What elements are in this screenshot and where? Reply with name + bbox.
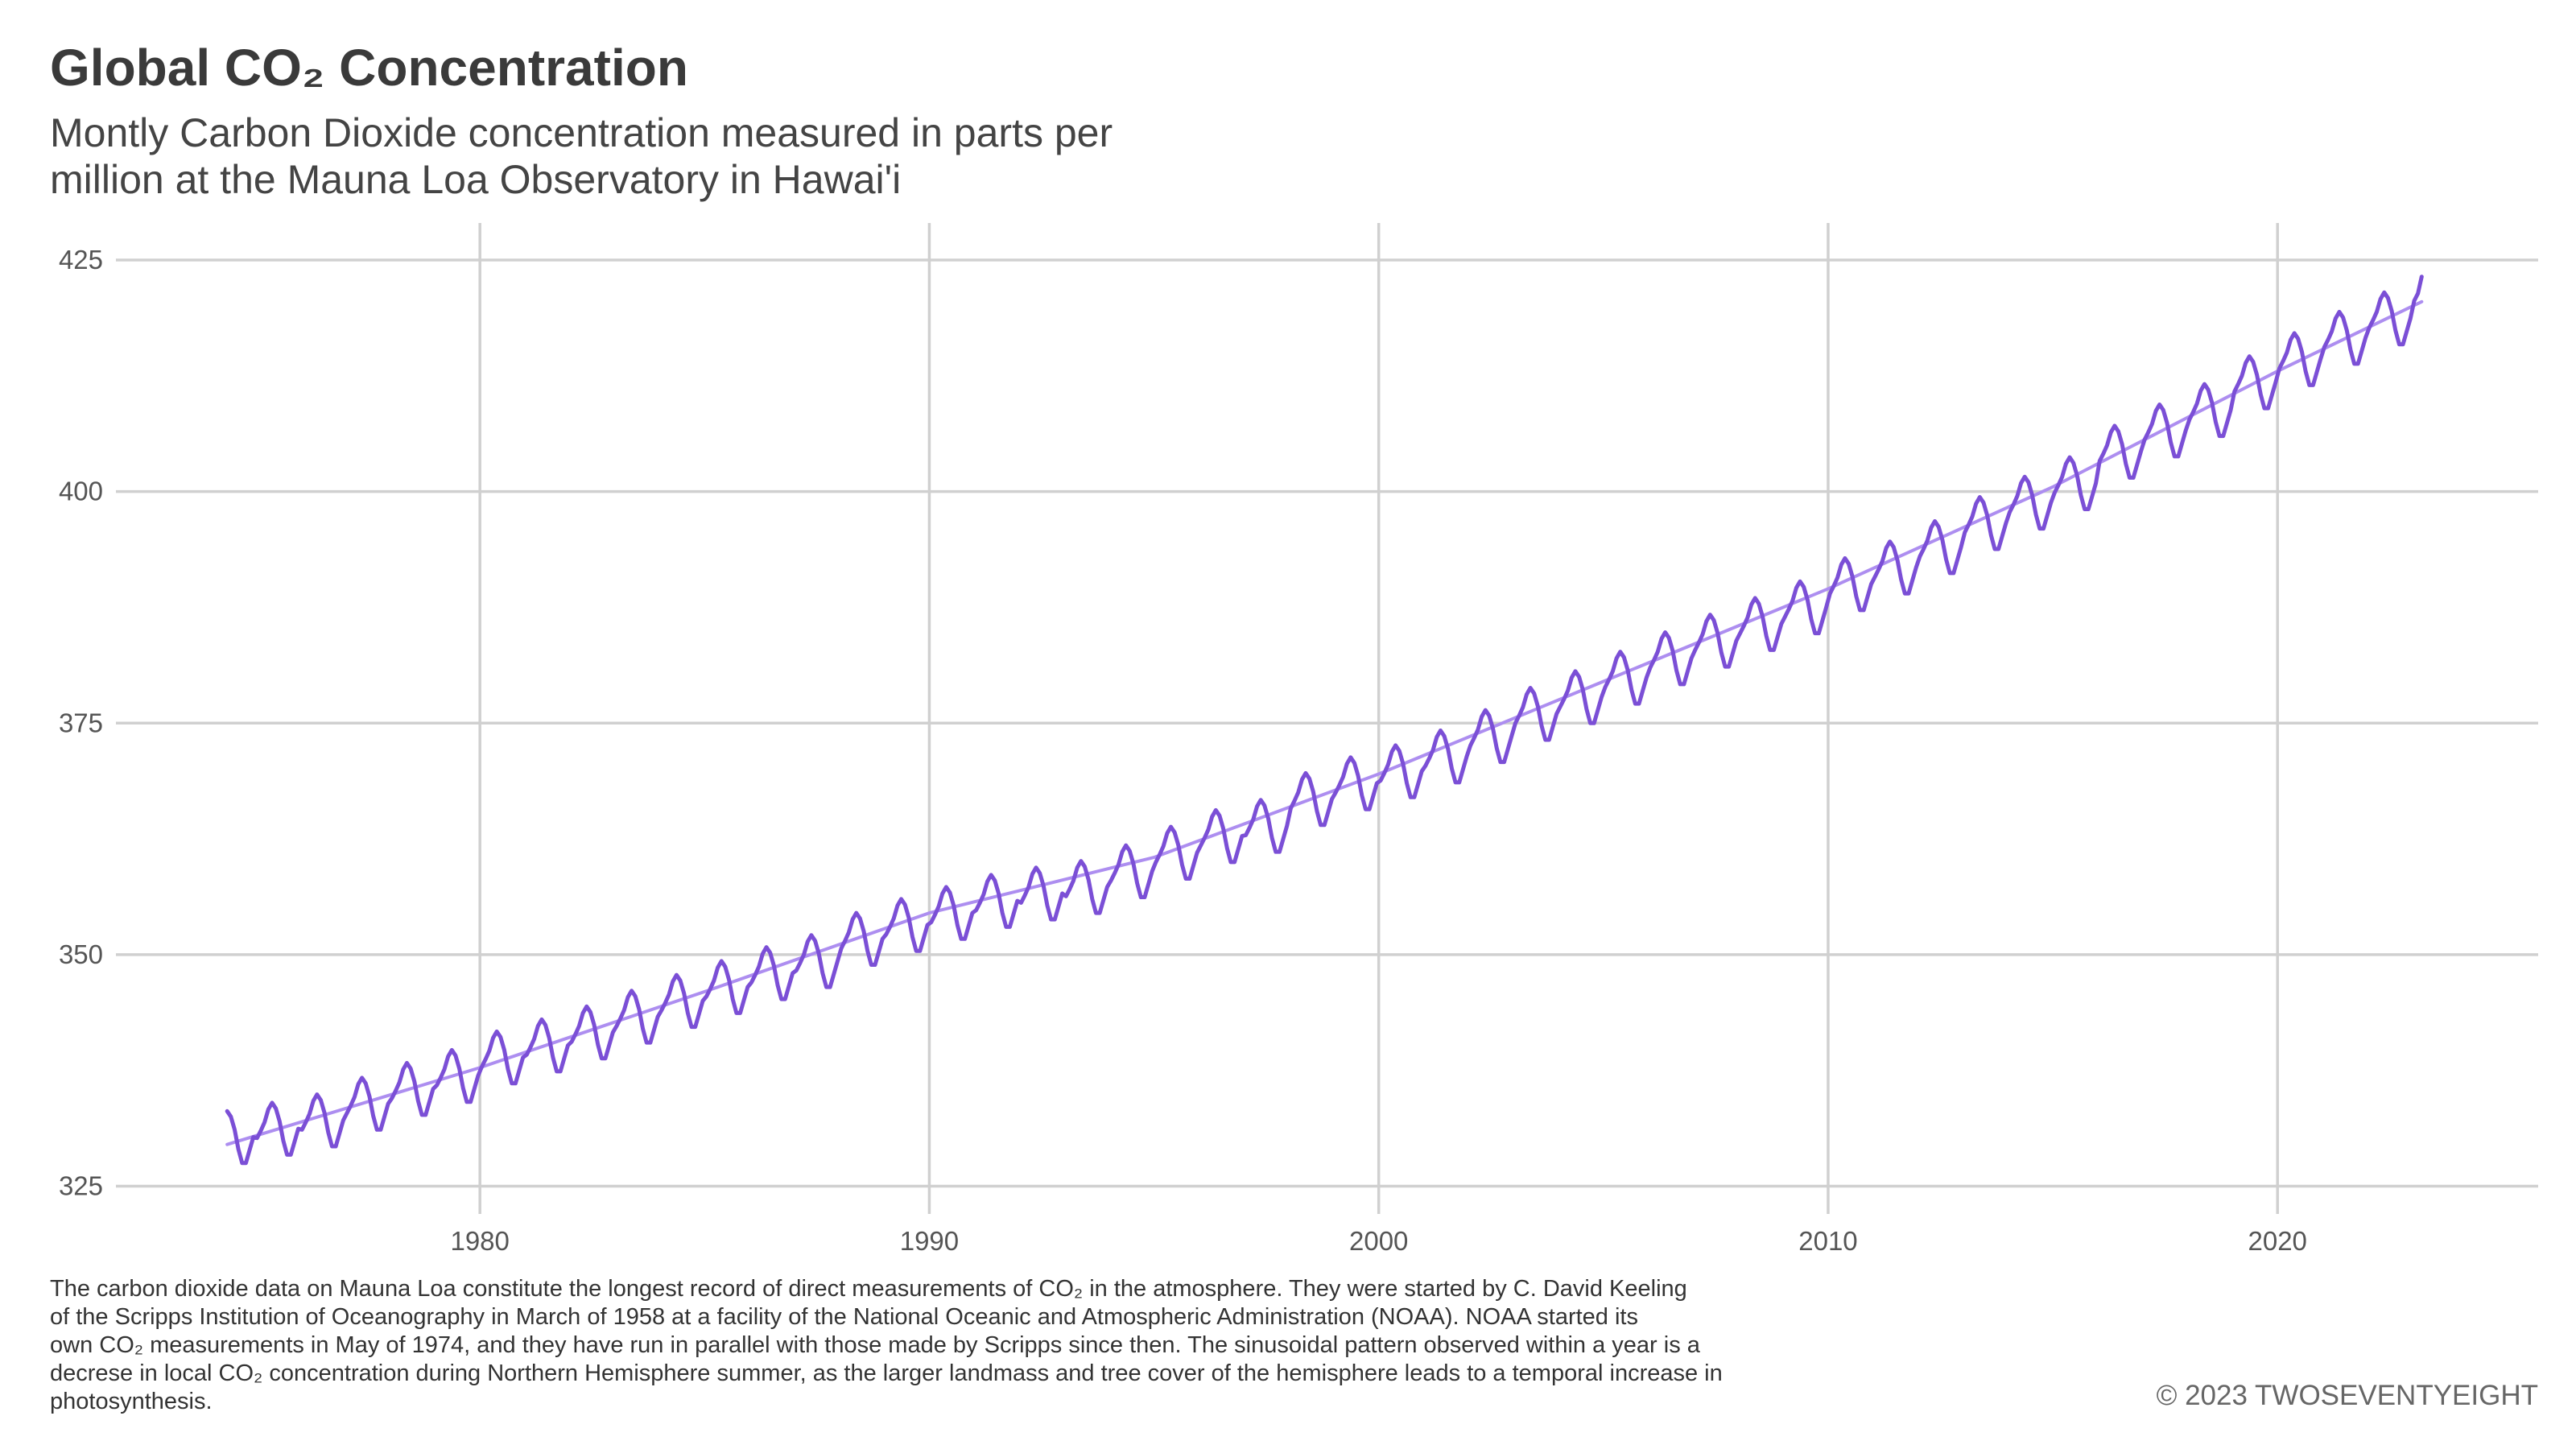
x-tick-label: 2000 [1349,1226,1408,1256]
y-tick-label: 375 [59,708,103,737]
caption: The carbon dioxide data on Mauna Loa con… [50,1276,1687,1302]
caption: of the Scripps Institution of Oceanograp… [50,1304,1638,1330]
chart-subtitle: million at the Mauna Loa Observatory in … [50,157,901,202]
copyright: © 2023 TWOSEVENTYEIGHT [2157,1380,2538,1411]
grid: 325 350 375 400 425 1980 1990 2000 2010 2020 [59,223,2538,1256]
y-tick-label: 425 [59,245,103,275]
x-tick-label: 2010 [1798,1226,1857,1256]
chart-subtitle: Montly Carbon Dioxide concentration meas… [50,110,1113,155]
y-tick-label: 325 [59,1170,103,1200]
data-line [225,275,2424,1166]
caption: photosynthesis. [50,1389,213,1414]
y-tick-label: 400 [59,477,103,506]
data-line [225,299,2424,1146]
lines [225,275,2424,1166]
x-tick-label: 1990 [900,1226,959,1256]
x-tick-label: 2020 [2248,1226,2307,1256]
caption: decrese in local CO₂ concentration durin… [50,1360,1723,1386]
caption: own CO₂ measurements in May of 1974, and… [50,1332,1701,1358]
chart-title: Global CO₂ Concentration [50,39,688,97]
y-tick-label: 350 [59,939,103,969]
x-tick-label: 1980 [450,1226,509,1256]
